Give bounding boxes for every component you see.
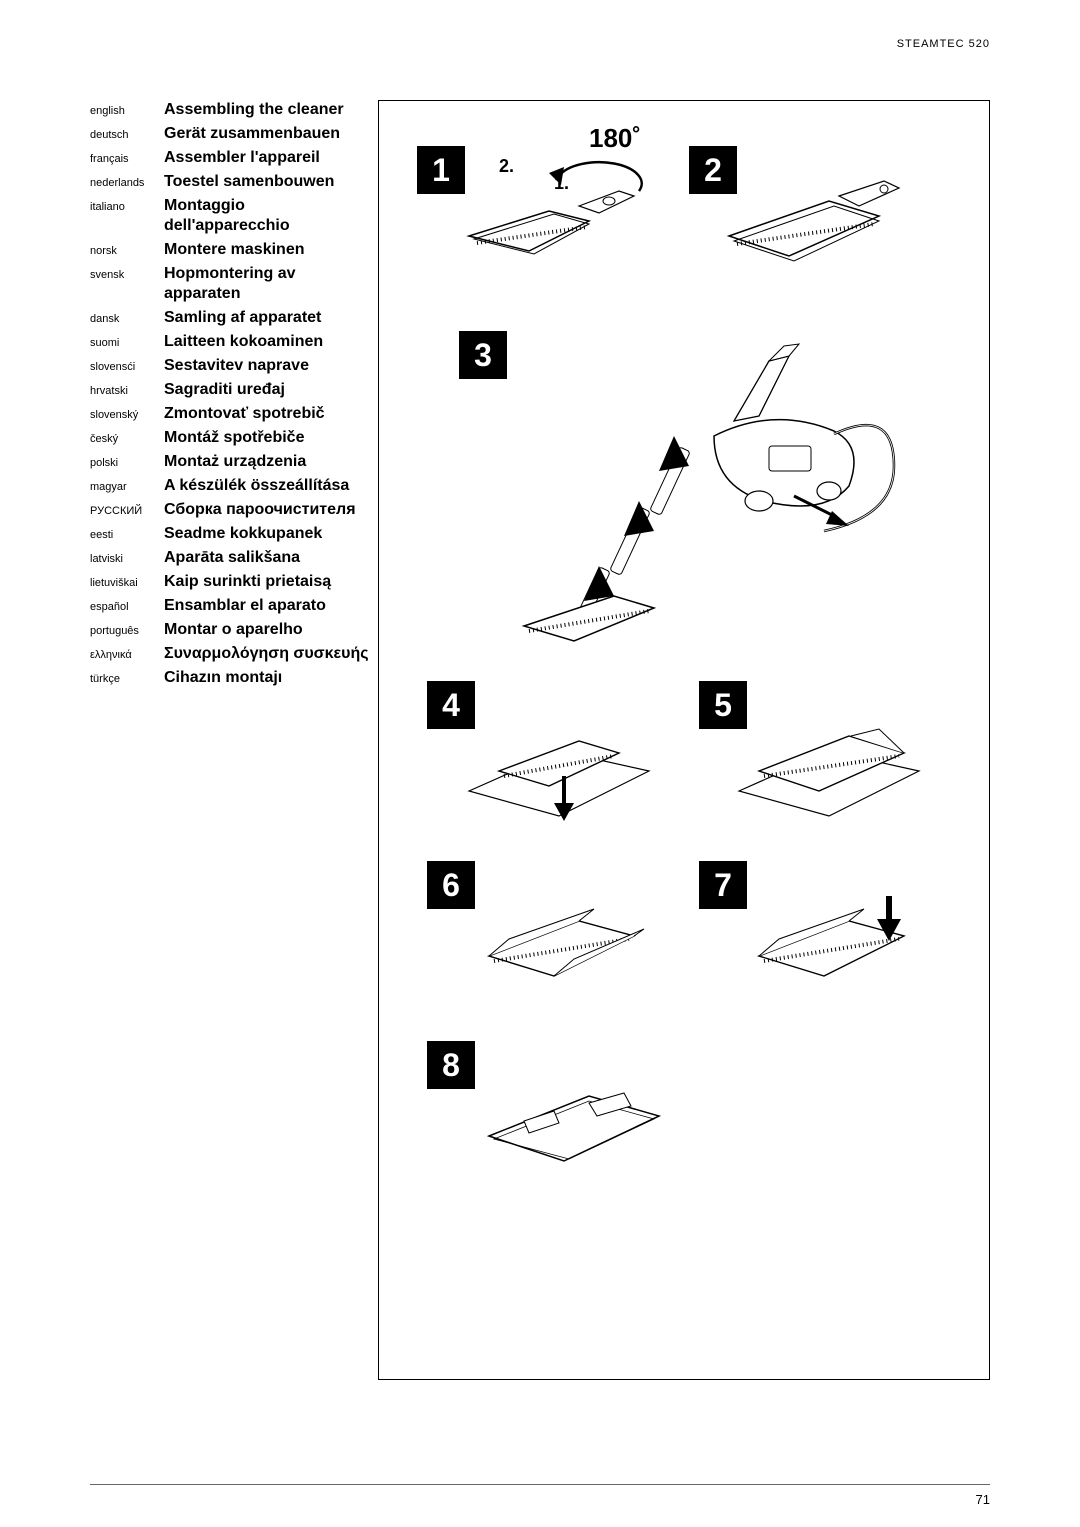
lang-label: português xyxy=(90,624,164,638)
fig-6-illustration xyxy=(459,861,659,1001)
lang-row: françaisAssembler l'appareil xyxy=(90,148,370,168)
lang-row: españolEnsamblar el aparato xyxy=(90,596,370,616)
lang-text: Gerät zusammenbauen xyxy=(164,124,340,144)
lang-row: ελληνικάΣυναρμολόγηση συσκευής xyxy=(90,644,370,664)
lang-label: dansk xyxy=(90,312,164,326)
lang-label: svensk xyxy=(90,268,164,282)
lang-label: english xyxy=(90,104,164,118)
language-column: englishAssembling the cleaner deutschGer… xyxy=(90,100,370,1380)
lang-text: Sestavitev naprave xyxy=(164,356,309,376)
lang-text: Laitteen kokoaminen xyxy=(164,332,323,352)
lang-row: slovenskýZmontovať spotrebič xyxy=(90,404,370,424)
lang-text: Samling af apparatet xyxy=(164,308,321,328)
lang-label: français xyxy=(90,152,164,166)
page-number: 71 xyxy=(976,1492,990,1507)
fig-7-illustration xyxy=(729,861,929,1001)
lang-row: magyarA készülék összeállítása xyxy=(90,476,370,496)
lang-text: A készülék összeállítása xyxy=(164,476,349,496)
lang-label: italiano xyxy=(90,200,164,214)
lang-row: slovensćiSestavitev naprave xyxy=(90,356,370,376)
lang-text: Seadme kokkupanek xyxy=(164,524,322,544)
lang-row: hrvatskiSagraditi uređaj xyxy=(90,380,370,400)
lang-text: Montere maskinen xyxy=(164,240,304,260)
lang-text: Montaggio dell'apparecchio xyxy=(164,196,370,236)
lang-row: polskiMontaż urządzenia xyxy=(90,452,370,472)
lang-row: lietuviškaiKaip surinkti prietaisą xyxy=(90,572,370,592)
lang-label: suomi xyxy=(90,336,164,350)
lang-text: Ensamblar el aparato xyxy=(164,596,326,616)
lang-text: Συναρμολόγηση συσκευής xyxy=(164,644,369,664)
content-area: englishAssembling the cleaner deutschGer… xyxy=(90,100,990,1380)
fig-1-illustration xyxy=(439,141,659,271)
lang-row: portuguêsMontar o aparelho xyxy=(90,620,370,640)
lang-row: danskSamling af apparatet xyxy=(90,308,370,328)
lang-label: РУССКИЙ xyxy=(90,504,164,518)
fig-3-illustration xyxy=(464,316,904,666)
lang-label: norsk xyxy=(90,244,164,258)
fig-8-illustration xyxy=(469,1051,679,1181)
fig-2-illustration xyxy=(709,156,919,276)
lang-row: italianoMontaggio dell'apparecchio xyxy=(90,196,370,236)
lang-text: Montaż urządzenia xyxy=(164,452,306,472)
lang-text: Toestel samenbouwen xyxy=(164,172,334,192)
manual-page: STEAMTEC 520 englishAssembling the clean… xyxy=(0,0,1080,1527)
lang-label: deutsch xyxy=(90,128,164,142)
lang-text: Montáž spotřebiče xyxy=(164,428,304,448)
diagram-panel: 180˚ 1 2 3 4 5 6 7 8 1. 2. xyxy=(378,100,990,1380)
lang-text: Assembling the cleaner xyxy=(164,100,344,120)
lang-row: eestiSeadme kokkupanek xyxy=(90,524,370,544)
lang-text: Kaip surinkti prietaisą xyxy=(164,572,331,592)
lang-text: Zmontovať spotrebič xyxy=(164,404,325,424)
lang-row: englishAssembling the cleaner xyxy=(90,100,370,120)
lang-label: eesti xyxy=(90,528,164,542)
lang-text: Cihazın montajı xyxy=(164,668,282,688)
lang-row: latviskiAparāta salikšana xyxy=(90,548,370,568)
lang-label: ελληνικά xyxy=(90,648,164,662)
lang-text: Montar o aparelho xyxy=(164,620,303,640)
lang-label: nederlands xyxy=(90,176,164,190)
lang-row: suomiLaitteen kokoaminen xyxy=(90,332,370,352)
fig-4-illustration xyxy=(459,681,659,831)
lang-label: türkçe xyxy=(90,672,164,686)
step-badge-8: 8 xyxy=(427,1041,475,1089)
lang-text: Сборка пароочистителя xyxy=(164,500,356,520)
footer-rule xyxy=(90,1484,990,1485)
lang-label: lietuviškai xyxy=(90,576,164,590)
lang-label: hrvatski xyxy=(90,384,164,398)
lang-row: türkçeCihazın montajı xyxy=(90,668,370,688)
lang-label: magyar xyxy=(90,480,164,494)
lang-label: slovenský xyxy=(90,408,164,422)
lang-text: Sagraditi uređaj xyxy=(164,380,285,400)
lang-row: nederlandsToestel samenbouwen xyxy=(90,172,370,192)
lang-row: РУССКИЙСборка пароочистителя xyxy=(90,500,370,520)
lang-text: Aparāta salikšana xyxy=(164,548,300,568)
lang-text: Assembler l'appareil xyxy=(164,148,320,168)
lang-row: svenskHopmontering av apparaten xyxy=(90,264,370,304)
lang-label: polski xyxy=(90,456,164,470)
brand-header: STEAMTEC 520 xyxy=(897,38,990,50)
lang-label: latviski xyxy=(90,552,164,566)
lang-text: Hopmontering av apparaten xyxy=(164,264,370,304)
lang-label: český xyxy=(90,432,164,446)
lang-row: norskMontere maskinen xyxy=(90,240,370,260)
lang-label: español xyxy=(90,600,164,614)
lang-row: českýMontáž spotřebiče xyxy=(90,428,370,448)
lang-label: slovensći xyxy=(90,360,164,374)
fig-5-illustration xyxy=(729,681,929,831)
lang-row: deutschGerät zusammenbauen xyxy=(90,124,370,144)
